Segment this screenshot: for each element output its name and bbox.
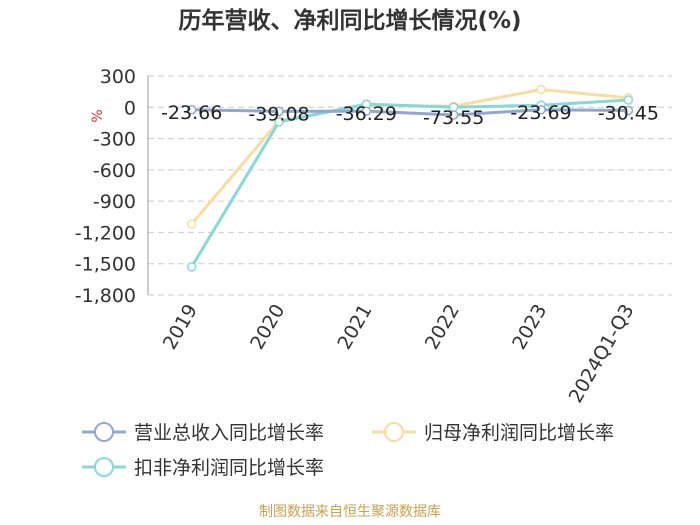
data-label: -23.66 <box>161 102 222 124</box>
y-tick-label: -1,200 <box>75 222 136 244</box>
x-tick-label: 2019 <box>159 301 202 354</box>
legend-label: 归母净利润同比增长率 <box>424 422 614 444</box>
y-axis: 300 0 -300 -600 -900 -1,200 -1,500 -1,800 <box>75 66 149 307</box>
x-tick-label: 2021 <box>333 301 376 354</box>
legend-marker <box>94 457 114 477</box>
data-label: -36.29 <box>336 103 397 125</box>
data-label: -30.45 <box>598 102 659 124</box>
y-tick-label: -300 <box>93 129 136 151</box>
y-tick-label: 0 <box>124 97 136 119</box>
data-point <box>536 84 546 95</box>
series-line <box>191 108 629 117</box>
data-point <box>361 106 372 116</box>
data-point <box>186 105 197 115</box>
data-labels: -23.66 -39.08 -36.29 -73.55 -23.69 -30.45 <box>161 102 659 129</box>
data-point <box>186 262 197 272</box>
data-point <box>536 105 546 115</box>
data-point <box>274 117 284 127</box>
source-note: 制图数据来自恒生聚源数据库 <box>259 504 441 520</box>
y-axis-unit: % <box>90 109 106 122</box>
data-point <box>274 106 284 117</box>
series-lines <box>186 84 634 272</box>
y-tick-label: -900 <box>93 191 136 213</box>
legend-label: 营业总收入同比增长率 <box>134 422 324 444</box>
data-point <box>623 95 634 105</box>
grid <box>148 75 672 296</box>
x-tick-label: 2023 <box>508 301 551 354</box>
chart-title: 历年营收、净利同比增长情况(%) <box>178 7 521 34</box>
y-tick-label: 300 <box>100 66 136 88</box>
x-tick-label: 2020 <box>246 301 289 354</box>
x-axis: 2019 2020 2021 2022 2023 2024Q1-Q3 <box>159 301 639 407</box>
legend-item: 归母净利润同比增长率 <box>372 422 614 444</box>
data-label: -73.55 <box>423 107 484 129</box>
y-tick-label: -1,800 <box>75 285 136 307</box>
legend-label: 扣非净利润同比增长率 <box>134 457 324 479</box>
x-tick-label: 2024Q1-Q3 <box>565 301 639 407</box>
series-line <box>190 98 629 268</box>
legend-marker <box>94 422 114 442</box>
data-label: -39.08 <box>248 103 309 125</box>
legend-marker <box>384 422 404 442</box>
legend-item: 扣非净利润同比增长率 <box>82 457 324 479</box>
x-tick-label: 2022 <box>421 301 464 354</box>
data-point <box>623 105 634 116</box>
y-tick-label: -600 <box>93 160 136 182</box>
y-tick-label: -1,500 <box>75 254 136 276</box>
data-point <box>448 110 459 120</box>
data-label: -23.69 <box>510 102 571 124</box>
data-point <box>186 219 197 229</box>
legend-item: 营业总收入同比增长率 <box>82 422 324 444</box>
